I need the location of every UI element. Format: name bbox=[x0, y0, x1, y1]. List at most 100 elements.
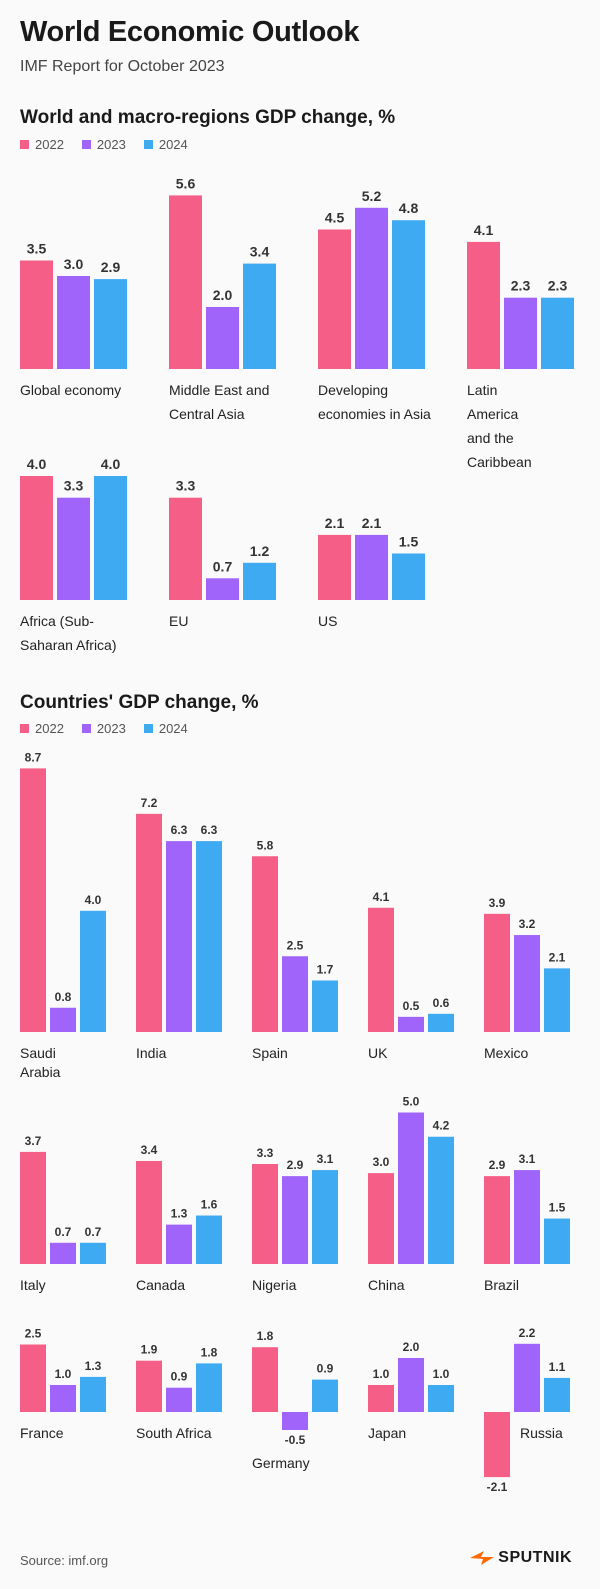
value-label: 3.9 bbox=[489, 896, 506, 910]
sputnik-logo: SPUTNIK bbox=[470, 1549, 572, 1567]
bar-africa-sub-saharan-africa-2022 bbox=[20, 476, 53, 600]
bar-brazil-2023 bbox=[514, 1170, 540, 1264]
value-label: 3.3 bbox=[257, 1146, 274, 1160]
bar-germany-2023 bbox=[282, 1412, 308, 1430]
bar-spain-2022 bbox=[252, 856, 278, 1032]
bar-group-global-economy: 3.5 3.0 2.9 Global economy bbox=[20, 241, 127, 398]
bar-middle-east-and-central-asia-2024 bbox=[243, 263, 276, 369]
legend-swatch bbox=[143, 724, 153, 733]
value-label: 4.2 bbox=[433, 1119, 450, 1133]
value-label: 0.7 bbox=[55, 1225, 72, 1239]
bar-south-africa-2022 bbox=[136, 1360, 162, 1412]
value-label: 1.3 bbox=[85, 1359, 102, 1373]
value-label: -2.1 bbox=[487, 1480, 508, 1494]
bar-africa-sub-saharan-africa-2024 bbox=[94, 476, 127, 600]
bar-group-mexico: 3.9 3.2 2.1 Mexico bbox=[484, 896, 570, 1061]
legend-label: 2023 bbox=[96, 721, 126, 736]
category-label: Global economy bbox=[20, 382, 121, 398]
bar-canada-2024 bbox=[196, 1215, 222, 1264]
source-note: Source: imf.org bbox=[20, 1553, 109, 1568]
bar-group-eu: 3.3 0.7 1.2 EU bbox=[169, 478, 276, 629]
bar-france-2024 bbox=[80, 1376, 106, 1412]
bar-spain-2023 bbox=[282, 956, 308, 1032]
legend-swatch bbox=[20, 724, 29, 733]
legend-label: 2023 bbox=[96, 137, 126, 152]
bar-latin-america-and-the-caribbean-2022 bbox=[467, 241, 500, 369]
bar-us-2022 bbox=[318, 534, 351, 600]
legend-regions: 2022 2023 2024 bbox=[20, 137, 188, 152]
legend-item-2023: 2023 bbox=[81, 137, 126, 152]
value-label: 1.7 bbox=[317, 962, 334, 976]
value-label: 1.5 bbox=[549, 1201, 566, 1215]
bar-africa-sub-saharan-africa-2023 bbox=[57, 497, 90, 600]
bar-latin-america-and-the-caribbean-2023 bbox=[504, 297, 537, 369]
value-label: 0.9 bbox=[171, 1370, 188, 1384]
value-label: 0.7 bbox=[85, 1225, 102, 1239]
category-label: Brazil bbox=[484, 1277, 519, 1293]
bar-south-africa-2023 bbox=[166, 1387, 192, 1412]
bar-developing-economies-in-asia-2022 bbox=[318, 229, 351, 369]
bar-eu-2023 bbox=[206, 578, 239, 600]
value-label: 5.8 bbox=[257, 838, 274, 852]
value-label: 2.5 bbox=[287, 938, 304, 952]
sputnik-logo-icon bbox=[470, 1551, 495, 1565]
category-label: EU bbox=[169, 613, 188, 629]
bar-middle-east-and-central-asia-2023 bbox=[206, 307, 239, 369]
value-label: 3.7 bbox=[25, 1134, 42, 1148]
bar-us-2024 bbox=[392, 553, 425, 600]
value-label: 3.3 bbox=[176, 478, 196, 494]
bar-group-africa-sub-saharan-africa: 4.0 3.3 4.0 Africa (Sub-Saharan Africa) bbox=[20, 456, 127, 653]
value-label: 1.3 bbox=[171, 1207, 188, 1221]
value-label: 6.3 bbox=[201, 823, 218, 837]
category-label: US bbox=[318, 613, 337, 629]
bar-nigeria-2022 bbox=[252, 1164, 278, 1264]
value-label: 4.1 bbox=[474, 222, 494, 238]
value-label: 1.0 bbox=[433, 1367, 450, 1381]
value-label: 3.0 bbox=[373, 1155, 390, 1169]
bar-group-brazil: 2.9 3.1 1.5 Brazil bbox=[484, 1152, 570, 1293]
bar-russia-2023 bbox=[514, 1343, 540, 1412]
bar-developing-economies-in-asia-2024 bbox=[392, 220, 425, 369]
bar-us-2023 bbox=[355, 534, 388, 600]
value-label: 1.8 bbox=[257, 1329, 274, 1343]
bar-india-2024 bbox=[196, 841, 222, 1032]
value-label: 1.0 bbox=[373, 1367, 390, 1381]
value-label: 1.5 bbox=[399, 534, 419, 550]
value-label: 2.9 bbox=[489, 1158, 506, 1172]
bar-group-south-africa: 1.9 0.9 1.8 South Africa bbox=[136, 1343, 222, 1441]
bar-developing-economies-in-asia-2023 bbox=[355, 207, 388, 369]
bar-mexico-2022 bbox=[484, 913, 510, 1032]
bar-south-africa-2024 bbox=[196, 1363, 222, 1412]
category-label: France bbox=[20, 1425, 64, 1441]
legend-item-2022: 2022 bbox=[20, 721, 64, 736]
bar-france-2023 bbox=[50, 1385, 76, 1412]
bar-india-2023 bbox=[166, 841, 192, 1032]
bar-italy-2023 bbox=[50, 1242, 76, 1264]
value-label: 2.5 bbox=[25, 1327, 42, 1341]
bar-india-2022 bbox=[136, 813, 162, 1032]
bar-global-economy-2022 bbox=[20, 260, 53, 369]
bar-france-2022 bbox=[20, 1344, 46, 1412]
bar-saudi-arabia-2024 bbox=[80, 910, 106, 1032]
category-label: Nigeria bbox=[252, 1277, 297, 1293]
bar-germany-2022 bbox=[252, 1347, 278, 1412]
page-subtitle: IMF Report for October 2023 bbox=[20, 58, 225, 75]
legend-item-2024: 2024 bbox=[143, 721, 188, 736]
value-label: -0.5 bbox=[285, 1433, 306, 1447]
bar-group-china: 3.0 5.0 4.2 China bbox=[368, 1095, 454, 1293]
bar-group-japan: 1.0 2.0 1.0 Japan bbox=[368, 1340, 454, 1441]
bar-spain-2024 bbox=[312, 980, 338, 1032]
category-label: Middle East and Central Asia bbox=[169, 382, 269, 422]
legend-label: 2024 bbox=[158, 137, 188, 152]
category-label: Russia bbox=[520, 1425, 563, 1441]
bar-group-uk: 4.1 0.5 0.6 UK bbox=[368, 890, 454, 1061]
legend-swatch bbox=[81, 140, 91, 149]
value-label: 4.0 bbox=[27, 456, 47, 472]
value-label: 3.5 bbox=[27, 241, 47, 257]
category-label: Germany bbox=[252, 1455, 310, 1471]
category-label: Saudi Arabia bbox=[20, 1045, 61, 1080]
bar-nigeria-2024 bbox=[312, 1170, 338, 1264]
bar-saudi-arabia-2023 bbox=[50, 1007, 76, 1032]
bar-uk-2024 bbox=[428, 1013, 454, 1032]
